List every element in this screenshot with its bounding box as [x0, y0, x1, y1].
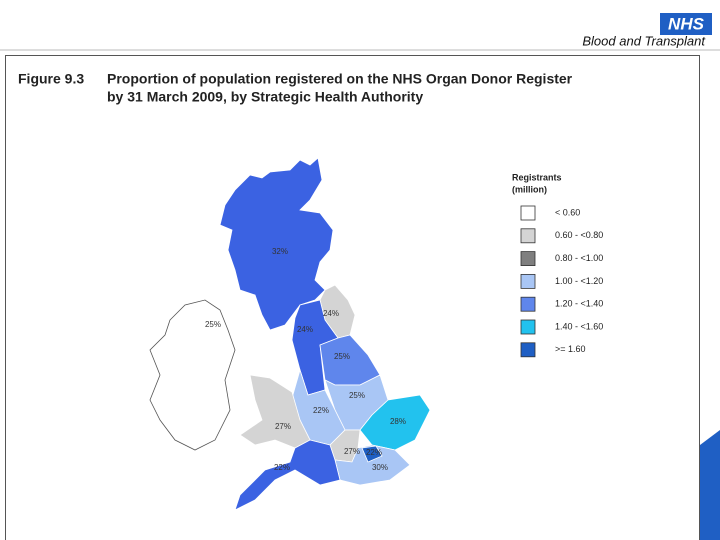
region-label: 28%: [390, 417, 406, 426]
legend-swatch: [520, 228, 536, 244]
region-label: 24%: [297, 325, 313, 334]
legend-label: >= 1.60: [555, 344, 586, 354]
region-east: [359, 394, 431, 451]
legend-label: 1.20 - <1.40: [555, 299, 603, 309]
legend: < 0.60 0.60 - <0.80 0.80 - <1.00 1.00 - <1.…: [520, 205, 603, 358]
region-label: 27%: [275, 422, 291, 431]
region-label: 22%: [366, 448, 382, 457]
organization: Blood and Transplant: [582, 33, 706, 48]
region-label: 30%: [372, 463, 388, 472]
region-wales: [239, 374, 311, 449]
region-label: 27%: [344, 447, 360, 456]
figure-title: by 31 March 2009, by Strategic Health Au…: [107, 89, 423, 105]
legend-label: 1.00 - <1.20: [555, 276, 603, 286]
map: 32% 25% 24% 24% 25% 25% 22% 28% 27% 27% …: [149, 157, 431, 511]
legend-swatch: [520, 296, 536, 312]
legend-swatch: [520, 319, 536, 335]
region-label: 22%: [313, 406, 329, 415]
region-scotland: [219, 157, 334, 331]
legend-label: 1.40 - <1.60: [555, 321, 603, 331]
figure-title: Proportion of population registered on t…: [107, 71, 573, 87]
logo-box: [660, 13, 712, 35]
legend-swatch: [520, 251, 536, 267]
region-label: 24%: [323, 309, 339, 318]
legend-title: Registrants: [512, 172, 562, 182]
region-label: 32%: [272, 247, 288, 256]
decoration: [700, 430, 720, 540]
legend-swatch: [520, 342, 536, 358]
region-label: 25%: [334, 352, 350, 361]
region-south-west: [234, 439, 341, 511]
legend-label: 0.60 - <0.80: [555, 230, 603, 240]
region-ireland: [149, 299, 236, 451]
region-south-east: [334, 444, 411, 486]
legend-title: (million): [512, 184, 547, 194]
region-london: [361, 445, 383, 463]
figure-number: Figure 9.3: [18, 71, 84, 87]
region-label: 25%: [205, 320, 221, 329]
figure-frame: [5, 55, 700, 540]
legend-label: < 0.60: [555, 207, 580, 217]
region-label: 25%: [349, 391, 365, 400]
logo: NHS: [668, 14, 705, 33]
region-label: 22%: [274, 463, 290, 472]
legend-swatch: [520, 205, 536, 221]
legend-label: 0.80 - <1.00: [555, 253, 603, 263]
legend-swatch: [520, 273, 536, 289]
